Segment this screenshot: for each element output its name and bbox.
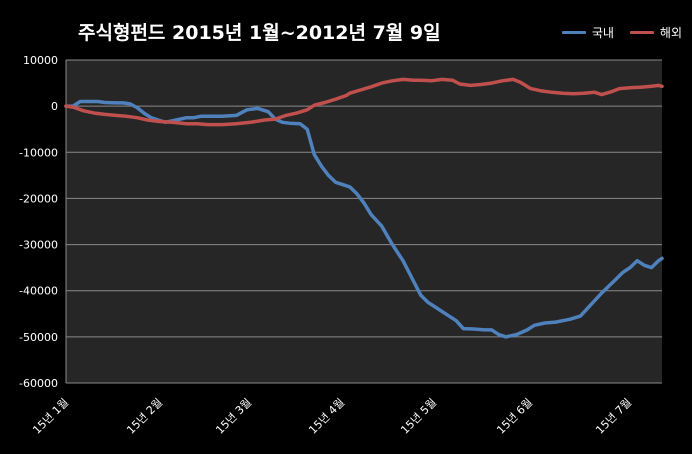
y-tick-label: 10000 — [23, 54, 58, 67]
y-tick-label: 0 — [51, 100, 58, 113]
y-tick-label: -30000 — [19, 239, 58, 252]
legend-item-domestic: 국내 — [561, 24, 614, 41]
y-tick-label: -40000 — [19, 285, 58, 298]
plot-area — [66, 60, 662, 383]
legend-swatch-domestic — [561, 31, 586, 34]
x-tick-label: 15년 1월 — [30, 396, 71, 437]
x-tick-label: 15년 5월 — [398, 396, 439, 437]
x-tick-label: 15년 7월 — [593, 396, 634, 437]
x-tick-label: 15년 2월 — [124, 396, 165, 437]
chart-title: 주식형펀드 2015년 1월~2012년 7월 9일 — [78, 22, 441, 44]
y-tick-label: -60000 — [19, 377, 58, 390]
legend-label-domestic: 국내 — [591, 26, 614, 40]
y-tick-label: -50000 — [19, 331, 58, 344]
legend-item-overseas: 해외 — [629, 24, 682, 41]
y-tick-label: -20000 — [19, 192, 58, 205]
series-line-overseas — [64, 77, 664, 127]
x-tick-label: 15년 6월 — [494, 396, 535, 437]
y-tick-label: -10000 — [19, 146, 58, 159]
legend: 국내 해외 — [561, 24, 682, 41]
legend-label-overseas: 해외 — [659, 26, 682, 40]
x-tick-label: 15년 4월 — [306, 396, 347, 437]
x-tick-label: 15년 3월 — [213, 396, 254, 437]
legend-swatch-overseas — [629, 31, 654, 34]
